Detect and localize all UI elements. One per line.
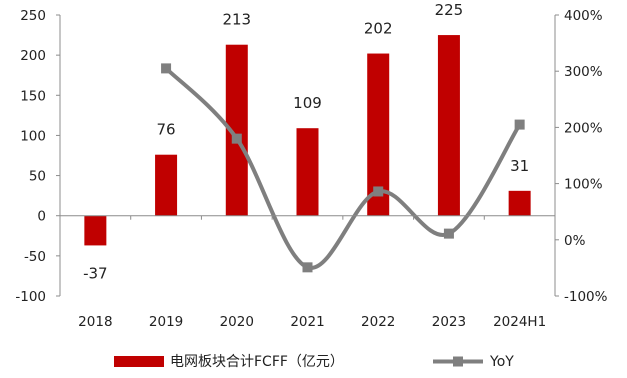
right-tick-label: 400%	[564, 8, 603, 24]
bar-data-label: 76	[157, 121, 176, 139]
yoy-point	[373, 186, 384, 197]
yoy-point	[161, 63, 172, 74]
bar-data-label: -37	[83, 264, 108, 282]
x-tick-label: 2021	[290, 314, 324, 330]
yoy-point	[443, 228, 454, 239]
right-axis: 400% 300% 200% 100% 0% -100%	[554, 8, 608, 305]
bar	[437, 35, 460, 216]
x-tick-label: 2020	[220, 314, 254, 330]
legend-line-marker	[453, 356, 463, 367]
bar	[84, 215, 107, 246]
yoy-point	[231, 133, 242, 144]
yoy-line-series	[161, 63, 525, 273]
left-tick-label: 100	[20, 128, 46, 144]
x-tick-label: 2024H1	[493, 314, 546, 330]
right-tick-label: 100%	[564, 177, 603, 193]
left-tick-label: 0	[37, 209, 46, 225]
bar-data-label: 202	[364, 20, 393, 38]
x-tick-label: 2018	[78, 314, 112, 330]
yoy-point	[302, 262, 313, 273]
bar-data-label: 213	[222, 11, 251, 29]
bar	[155, 154, 178, 216]
bar	[367, 53, 390, 216]
bar-data-label: 109	[293, 94, 322, 112]
bar	[296, 128, 319, 216]
yoy-line	[164, 66, 522, 270]
bar-series	[84, 35, 531, 246]
bar	[225, 44, 248, 216]
x-tick-label: 2022	[361, 314, 395, 330]
yoy-point	[514, 119, 525, 130]
x-tick-label: 2023	[432, 314, 466, 330]
left-axis: 250 200 150 100 50 0 -50 -100	[15, 8, 61, 305]
bar-data-label: 31	[510, 157, 529, 175]
bar-data-labels: -37 76 213 109 202 225 31	[83, 1, 529, 282]
left-tick-label: -100	[15, 289, 46, 305]
right-tick-label: -100%	[564, 289, 608, 305]
legend-bar-swatch	[114, 356, 164, 367]
left-tick-label: 50	[29, 169, 46, 185]
legend: 电网板块合计FCFF（亿元） YoY	[114, 354, 514, 370]
bar-data-label: 225	[435, 1, 464, 19]
x-tick-label: 2019	[149, 314, 183, 330]
legend-line-label: YoY	[489, 354, 514, 370]
bar	[508, 190, 531, 216]
right-tick-label: 0%	[564, 233, 586, 249]
right-tick-label: 200%	[564, 120, 603, 136]
right-tick-label: 300%	[564, 64, 603, 80]
x-axis: 2018 2019 2020 2021 2022 2023 2024H1	[59, 215, 556, 330]
legend-bar-label: 电网板块合计FCFF（亿元）	[170, 354, 344, 370]
left-tick-label: -50	[24, 249, 46, 265]
left-tick-label: 150	[20, 88, 46, 104]
left-tick-label: 200	[20, 48, 46, 64]
left-tick-label: 250	[20, 8, 46, 24]
